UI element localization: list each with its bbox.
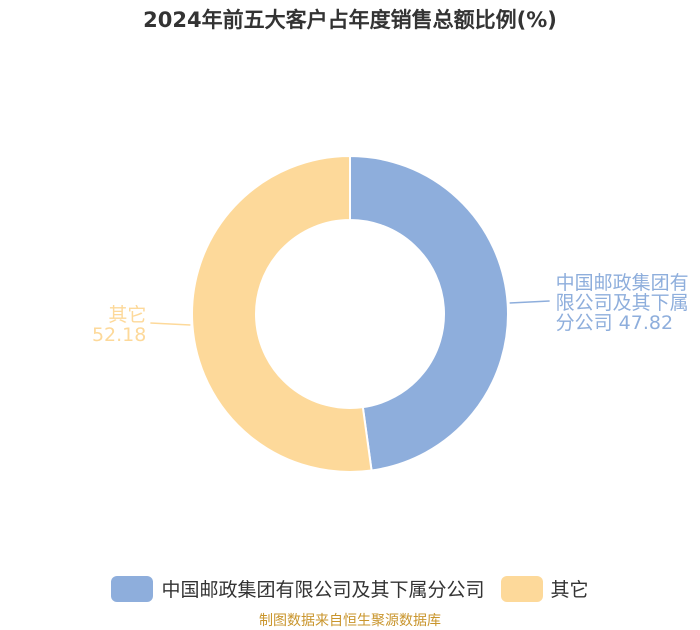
slice-label-0-line-2: 分公司 47.82 [556, 312, 673, 334]
legend-item-china-post[interactable]: 中国邮政集团有限公司及其下属分公司 [111, 575, 485, 602]
chart-legend: 中国邮政集团有限公司及其下属分公司 其它 [0, 575, 700, 602]
donut-slices [190, 154, 509, 473]
legend-label-china-post: 中国邮政集团有限公司及其下属分公司 [161, 579, 485, 601]
leader-line-1 [150, 322, 191, 326]
slice-label-0-line-1: 限公司及其下属 [556, 292, 689, 314]
legend-label-other: 其它 [550, 579, 589, 601]
donut-slice-1[interactable] [190, 154, 373, 473]
donut-slice-0[interactable] [349, 154, 509, 472]
legend-item-other[interactable]: 其它 [500, 575, 589, 602]
leader-line-0 [509, 300, 550, 304]
slice-label-0-line-0: 中国邮政集团有 [556, 272, 689, 294]
legend-swatch-other [500, 575, 543, 602]
slice-label-1-line-1: 52.18 [92, 324, 146, 346]
source-note: 制图数据来自恒生聚源数据库 [259, 613, 441, 629]
legend-swatch-china-post [111, 575, 154, 602]
chart-title: 2024年前五大客户占年度销售总额比例(%) [143, 8, 557, 32]
slice-label-1-line-0: 其它 [108, 304, 146, 326]
